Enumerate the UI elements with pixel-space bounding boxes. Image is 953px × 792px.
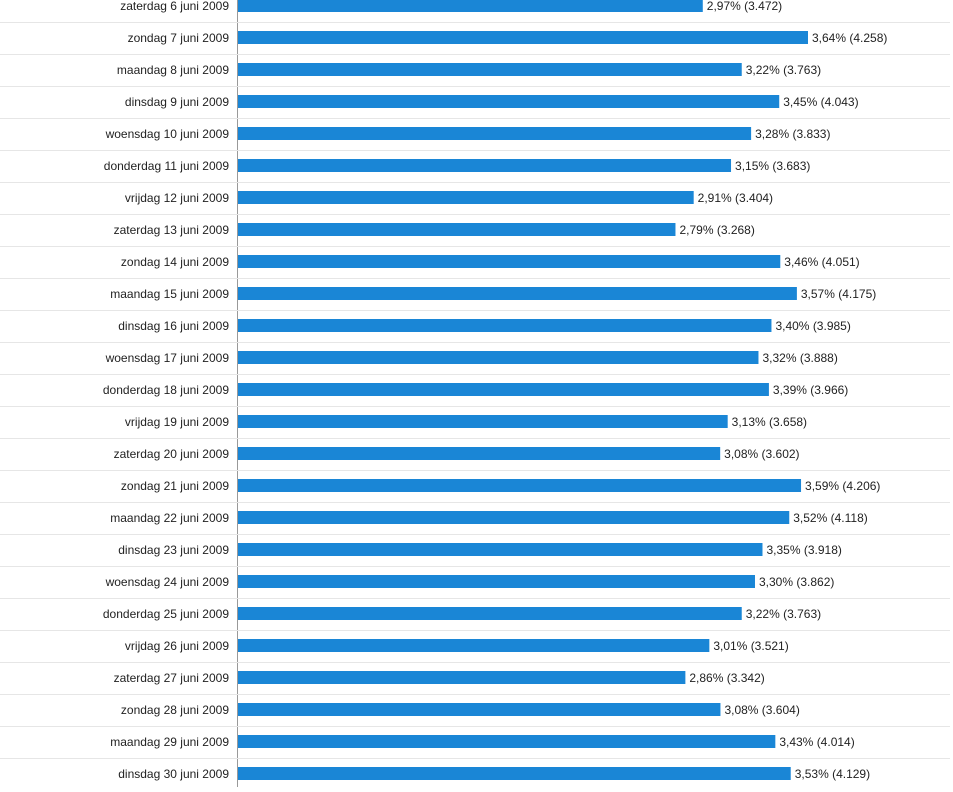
value-label: 2,86% (3.342) [689,671,764,685]
value-label: 3,40% (3.985) [775,319,850,333]
value-label: 3,30% (3.862) [759,575,834,589]
bar [238,287,797,300]
bar [238,95,780,108]
bar [238,447,721,460]
value-label: 3,08% (3.602) [724,447,799,461]
category-label: woensdag 10 juni 2009 [105,127,230,141]
category-label: zaterdag 13 juni 2009 [114,223,230,237]
category-label: zondag 14 juni 2009 [121,255,229,269]
category-label: donderdag 25 juni 2009 [103,607,229,621]
value-label: 3,01% (3.521) [713,639,788,653]
value-label: 3,22% (3.763) [746,607,821,621]
bar [238,575,755,588]
value-label: 3,32% (3.888) [762,351,837,365]
category-label: zondag 28 juni 2009 [121,703,229,717]
category-label: zaterdag 27 juni 2009 [114,671,230,685]
category-label: zaterdag 20 juni 2009 [114,447,230,461]
category-label: woensdag 17 juni 2009 [105,351,230,365]
category-label: zondag 7 juni 2009 [128,31,230,45]
category-label: maandag 29 juni 2009 [110,735,229,749]
bar [238,191,694,204]
category-label: vrijdag 12 juni 2009 [125,191,229,205]
value-label: 3,39% (3.966) [773,383,848,397]
bar [238,319,772,332]
value-label: 3,15% (3.683) [735,159,810,173]
value-label: 3,53% (4.129) [795,767,870,781]
category-label: vrijdag 26 juni 2009 [125,639,229,653]
bar [238,767,791,780]
category-label: donderdag 18 juni 2009 [103,383,229,397]
category-label: donderdag 11 juni 2009 [104,159,230,173]
bar [238,479,802,492]
category-label: dinsdag 30 juni 2009 [118,767,229,781]
bar [238,703,721,716]
bar [238,415,728,428]
category-label: maandag 8 juni 2009 [117,63,229,77]
value-label: 3,13% (3.658) [732,415,807,429]
category-label: dinsdag 16 juni 2009 [118,319,229,333]
value-label: 3,22% (3.763) [746,63,821,77]
bar [238,127,752,140]
value-label: 3,45% (4.043) [783,95,858,109]
category-label: dinsdag 9 juni 2009 [125,95,229,109]
value-label: 3,64% (4.258) [812,31,887,45]
value-label: 3,59% (4.206) [805,479,880,493]
bar [238,63,742,76]
bar [238,383,769,396]
value-label: 2,79% (3.268) [679,223,754,237]
bar [238,671,686,684]
bar [238,511,790,524]
category-label: woensdag 24 juni 2009 [105,575,230,589]
category-label: maandag 15 juni 2009 [110,287,229,301]
bar [238,255,781,268]
bar [238,543,763,556]
value-label: 3,08% (3.604) [724,703,799,717]
bar [238,639,710,652]
category-label: dinsdag 23 juni 2009 [118,543,229,557]
value-label: 3,52% (4.118) [793,511,868,525]
value-label: 3,46% (4.051) [784,255,859,269]
bar [238,31,808,44]
bar [238,0,703,12]
bar [238,735,776,748]
bar [238,351,759,364]
value-label: 3,28% (3.833) [755,127,830,141]
value-label: 2,91% (3.404) [698,191,773,205]
bar [238,223,676,236]
value-label: 3,35% (3.918) [766,543,841,557]
value-label: 3,43% (4.014) [779,735,854,749]
value-label: 2,97% (3.472) [707,0,782,13]
category-label: zaterdag 6 juni 2009 [120,0,229,13]
bar [238,159,732,172]
category-label: vrijdag 19 juni 2009 [125,415,229,429]
bar [238,607,742,620]
value-label: 3,57% (4.175) [801,287,876,301]
category-label: zondag 21 juni 2009 [121,479,229,493]
category-label: maandag 22 juni 2009 [110,511,229,525]
